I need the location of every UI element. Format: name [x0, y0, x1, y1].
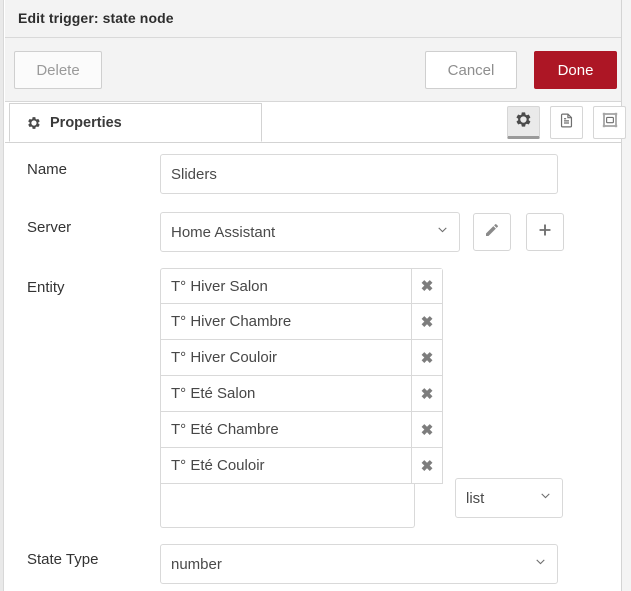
- document-icon: [558, 112, 575, 134]
- plus-icon: [537, 222, 553, 243]
- server-select-value: Home Assistant: [171, 223, 276, 241]
- remove-entity-button[interactable]: ✖: [412, 340, 442, 375]
- entity-match-type-value: list: [466, 489, 485, 507]
- state-type-label: State Type: [27, 551, 99, 568]
- new-entity-input[interactable]: [161, 484, 414, 527]
- entity-value[interactable]: T° Eté Salon: [161, 376, 412, 411]
- appearance-node-icon-button[interactable]: [593, 106, 626, 139]
- entity-list-item: T° Hiver Couloir ✖: [160, 340, 443, 376]
- form-row-server: Server Home Assistant: [5, 201, 621, 257]
- properties-gear-icon-button[interactable]: [507, 106, 540, 139]
- entity-match-type-select[interactable]: list: [455, 478, 563, 518]
- edit-server-button[interactable]: [473, 213, 511, 251]
- entity-value[interactable]: T° Hiver Salon: [161, 269, 412, 303]
- gear-icon: [515, 111, 532, 133]
- entity-value[interactable]: T° Hiver Chambre: [161, 304, 412, 339]
- entity-list: T° Hiver Salon ✖ T° Hiver Chambre ✖ T° H…: [160, 268, 443, 528]
- remove-entity-button[interactable]: ✖: [412, 376, 442, 411]
- remove-entity-button[interactable]: ✖: [412, 304, 442, 339]
- pencil-icon: [484, 222, 500, 243]
- tab-properties[interactable]: Properties: [9, 103, 262, 142]
- cancel-button[interactable]: Cancel: [425, 51, 517, 89]
- state-type-select[interactable]: number: [160, 544, 558, 584]
- dialog-right-gutter: [621, 0, 631, 591]
- entity-label: Entity: [27, 279, 65, 296]
- entity-list-item: T° Hiver Chambre ✖: [160, 304, 443, 340]
- entity-value[interactable]: T° Hiver Couloir: [161, 340, 412, 375]
- entity-list-item: T° Eté Salon ✖: [160, 376, 443, 412]
- remove-entity-button[interactable]: ✖: [412, 412, 442, 447]
- delete-button[interactable]: Delete: [14, 51, 102, 89]
- new-entity-row: [160, 484, 415, 528]
- name-input[interactable]: [160, 154, 558, 194]
- tab-properties-label: Properties: [50, 114, 122, 131]
- entity-list-item: T° Eté Chambre ✖: [160, 412, 443, 448]
- gear-icon: [27, 116, 41, 130]
- dialog-titlebar: Edit trigger: state node: [5, 0, 621, 38]
- done-button[interactable]: Done: [534, 51, 617, 89]
- remove-entity-button[interactable]: ✖: [412, 448, 442, 483]
- entity-value[interactable]: T° Eté Couloir: [161, 448, 412, 483]
- entity-value[interactable]: T° Eté Chambre: [161, 412, 412, 447]
- description-document-icon-button[interactable]: [550, 106, 583, 139]
- node-resize-icon: [601, 111, 619, 134]
- server-label: Server: [27, 219, 72, 236]
- add-server-button[interactable]: [526, 213, 564, 251]
- dialog-action-bar: Delete Cancel Done: [5, 38, 621, 102]
- dialog-left-gutter: [0, 0, 4, 591]
- dialog-title: Edit trigger: state node: [18, 10, 174, 26]
- entity-list-item: T° Eté Couloir ✖: [160, 448, 443, 484]
- form-row-state-type: State Type number: [5, 533, 621, 589]
- server-select[interactable]: Home Assistant: [160, 212, 460, 252]
- entity-list-item: T° Hiver Salon ✖: [160, 268, 443, 304]
- state-type-value: number: [171, 555, 222, 573]
- name-label: Name: [27, 161, 68, 178]
- tab-strip: Properties: [5, 103, 626, 143]
- remove-entity-button[interactable]: ✖: [412, 269, 442, 303]
- form-row-name: Name: [5, 143, 621, 199]
